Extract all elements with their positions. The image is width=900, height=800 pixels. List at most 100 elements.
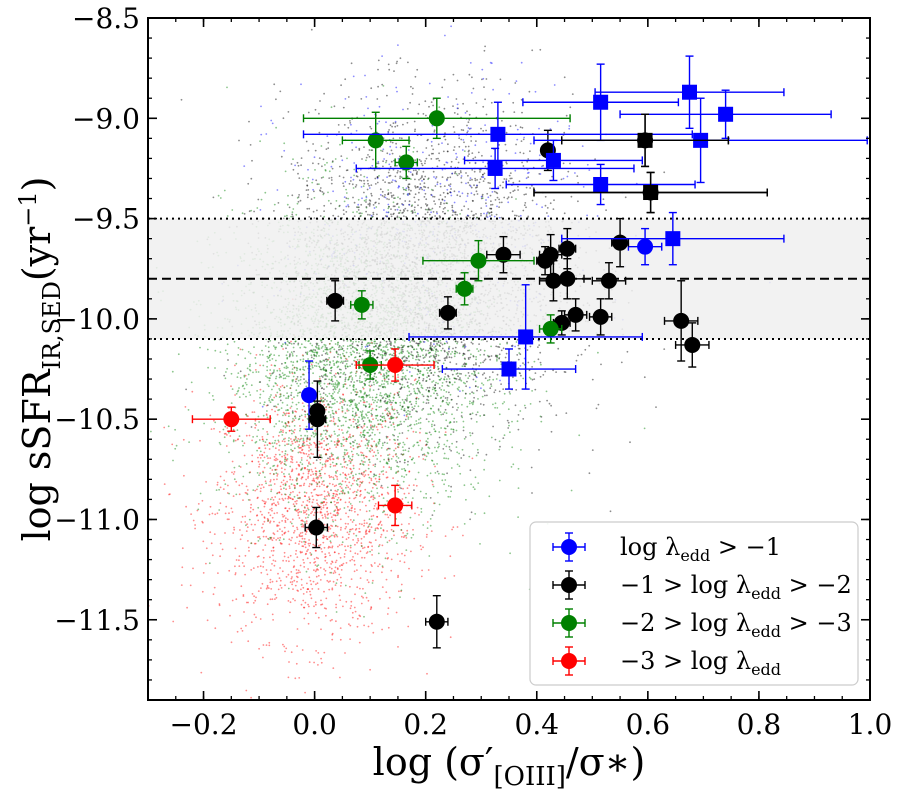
- background-point: [336, 490, 338, 493]
- background-point: [296, 369, 298, 372]
- background-point: [368, 529, 371, 531]
- background-point: [262, 561, 265, 563]
- background-point: [291, 469, 294, 472]
- background-point: [508, 424, 510, 427]
- background-point: [298, 447, 300, 449]
- background-point: [245, 383, 248, 386]
- background-point: [172, 459, 174, 462]
- background-point: [311, 382, 314, 384]
- background-point: [354, 552, 357, 555]
- background-point: [412, 430, 415, 433]
- background-point: [363, 425, 365, 427]
- background-point: [349, 418, 352, 421]
- background-point: [335, 524, 337, 527]
- background-point: [202, 540, 205, 543]
- background-point: [276, 465, 279, 468]
- background-point: [381, 571, 383, 574]
- background-point: [325, 453, 327, 456]
- background-point: [230, 372, 233, 375]
- background-point: [226, 434, 228, 436]
- background-point: [202, 572, 205, 574]
- background-point: [241, 562, 244, 564]
- background-point: [358, 355, 361, 358]
- background-point: [400, 386, 403, 389]
- background-point: [219, 486, 222, 489]
- background-point: [343, 461, 346, 464]
- background-point: [386, 513, 389, 516]
- background-point: [271, 469, 274, 471]
- background-point: [252, 529, 255, 531]
- background-point: [262, 470, 264, 473]
- background-point: [291, 379, 294, 381]
- background-point: [211, 395, 214, 397]
- background-point: [254, 542, 257, 545]
- background-point: [314, 601, 317, 604]
- background-point: [352, 476, 355, 479]
- background-point: [324, 169, 327, 171]
- background-point: [359, 587, 361, 590]
- background-point: [399, 560, 401, 562]
- background-point: [400, 523, 403, 526]
- background-point: [348, 530, 351, 533]
- background-point: [225, 470, 228, 473]
- background-point: [425, 497, 428, 499]
- background-point: [286, 366, 289, 369]
- background-point: [388, 417, 391, 420]
- background-point: [264, 345, 267, 347]
- background-point: [372, 418, 374, 421]
- background-point: [342, 489, 344, 492]
- background-point: [277, 441, 280, 443]
- background-point: [309, 361, 312, 364]
- background-point: [417, 397, 420, 400]
- background-point: [307, 568, 309, 570]
- background-point: [359, 531, 361, 533]
- background-point: [319, 566, 322, 569]
- background-point: [406, 463, 409, 466]
- background-point: [323, 497, 326, 500]
- background-point: [213, 427, 215, 430]
- background-point: [281, 455, 283, 458]
- background-point: [364, 377, 367, 380]
- background-point: [407, 413, 409, 415]
- background-point: [308, 544, 311, 547]
- background-point: [301, 537, 304, 540]
- background-point: [304, 541, 307, 544]
- background-point: [329, 351, 332, 354]
- background-point: [334, 385, 336, 388]
- background-point: [324, 368, 327, 371]
- background-point: [283, 473, 285, 475]
- background-point: [317, 664, 319, 666]
- background-point: [330, 106, 333, 109]
- background-point: [336, 379, 338, 382]
- background-point: [296, 367, 299, 370]
- background-point: [351, 414, 354, 417]
- background-point: [331, 461, 334, 464]
- background-point: [397, 442, 400, 445]
- background-point: [400, 529, 403, 531]
- background-point: [244, 554, 247, 557]
- background-point: [457, 406, 459, 409]
- background-point: [264, 191, 267, 194]
- background-point: [355, 524, 357, 526]
- background-point: [376, 515, 378, 518]
- background-point: [400, 529, 403, 531]
- background-point: [440, 370, 442, 373]
- background-point: [373, 375, 376, 378]
- background-point: [434, 351, 437, 353]
- background-point: [435, 450, 438, 453]
- background-point: [375, 382, 378, 384]
- background-point: [270, 550, 273, 552]
- background-point: [281, 345, 283, 348]
- background-point: [349, 559, 352, 562]
- background-point: [327, 358, 330, 361]
- background-point: [339, 485, 342, 488]
- background-point: [415, 431, 417, 433]
- background-point: [453, 355, 456, 358]
- background-point: [256, 497, 259, 500]
- background-point: [352, 341, 355, 343]
- background-point: [278, 368, 281, 370]
- background-point: [339, 556, 342, 559]
- background-point: [269, 396, 272, 398]
- background-point: [387, 426, 390, 429]
- background-point: [280, 429, 282, 431]
